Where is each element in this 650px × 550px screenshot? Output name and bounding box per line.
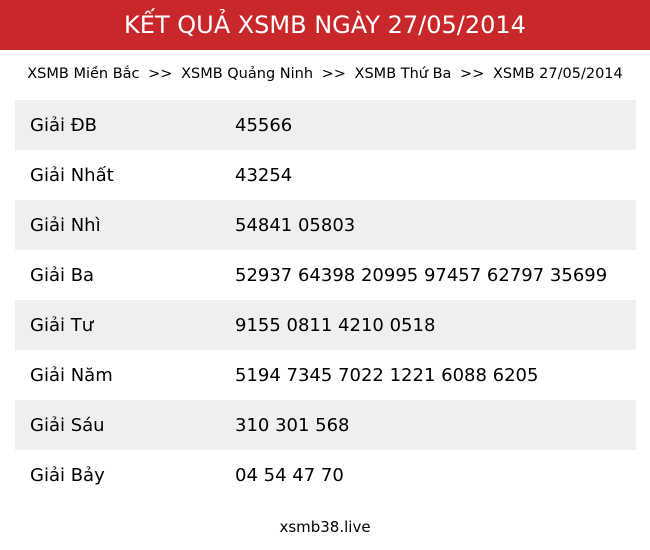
prize-numbers: 43254	[235, 164, 293, 186]
prize-label: Giải Nhì	[30, 214, 101, 236]
breadcrumb-separator: >>	[321, 66, 346, 82]
prize-label: Giải Bảy	[30, 464, 105, 486]
prize-label: Giải Tư	[30, 314, 94, 336]
breadcrumb-link-mien-bac[interactable]: XSMB Miền Bắc	[27, 66, 140, 82]
prize-numbers: 52937 64398 20995 97457 62797 35699	[235, 264, 608, 286]
page-title: KẾT QUẢ XSMB NGÀY 27/05/2014	[124, 11, 526, 39]
prize-label: Giải Nhất	[30, 164, 114, 186]
breadcrumb-link-date[interactable]: XSMB 27/05/2014	[492, 66, 623, 82]
prize-label: Giải Sáu	[30, 414, 105, 436]
table-row-giai-bay: Giải Bảy 04 54 47 70	[15, 450, 636, 500]
prize-numbers: 04 54 47 70	[235, 464, 344, 486]
table-row-giai-sau: Giải Sáu 310 301 568	[15, 400, 636, 450]
breadcrumb-separator: >>	[460, 66, 485, 82]
prize-numbers: 54841 05803	[235, 214, 356, 236]
table-row-giai-db: Giải ĐB 45566	[15, 100, 636, 150]
table-row-giai-ba: Giải Ba 52937 64398 20995 97457 62797 356…	[15, 250, 636, 300]
table-row-giai-nam: Giải Năm 5194 7345 7022 1221 6088 6205	[15, 350, 636, 400]
breadcrumb-link-quang-ninh[interactable]: XSMB Quảng Ninh	[181, 66, 314, 82]
prize-label: Giải Năm	[30, 364, 113, 386]
footer-site-name: xsmb38.live	[279, 518, 371, 536]
prize-numbers: 45566	[235, 114, 293, 136]
table-row-giai-tu: Giải Tư 9155 0811 4210 0518	[15, 300, 636, 350]
table-row-giai-nhi: Giải Nhì 54841 05803	[15, 200, 636, 250]
prize-numbers: 310 301 568	[235, 414, 350, 436]
prize-numbers: 9155 0811 4210 0518	[235, 314, 436, 336]
prize-numbers: 5194 7345 7022 1221 6088 6205	[235, 364, 539, 386]
prize-label: Giải ĐB	[30, 114, 97, 136]
breadcrumb-separator: >>	[148, 66, 173, 82]
breadcrumb: XSMB Miền Bắc >> XSMB Quảng Ninh >> XSMB…	[0, 66, 650, 82]
prize-label: Giải Ba	[30, 264, 95, 286]
results-table: Giải ĐB 45566 Giải Nhất 43254 Giải Nhì 5484…	[15, 100, 636, 500]
breadcrumb-link-thu-ba[interactable]: XSMB Thứ Ba	[354, 66, 452, 82]
table-row-giai-nhat: Giải Nhất 43254	[15, 150, 636, 200]
page-header: KẾT QUẢ XSMB NGÀY 27/05/2014	[0, 0, 650, 50]
